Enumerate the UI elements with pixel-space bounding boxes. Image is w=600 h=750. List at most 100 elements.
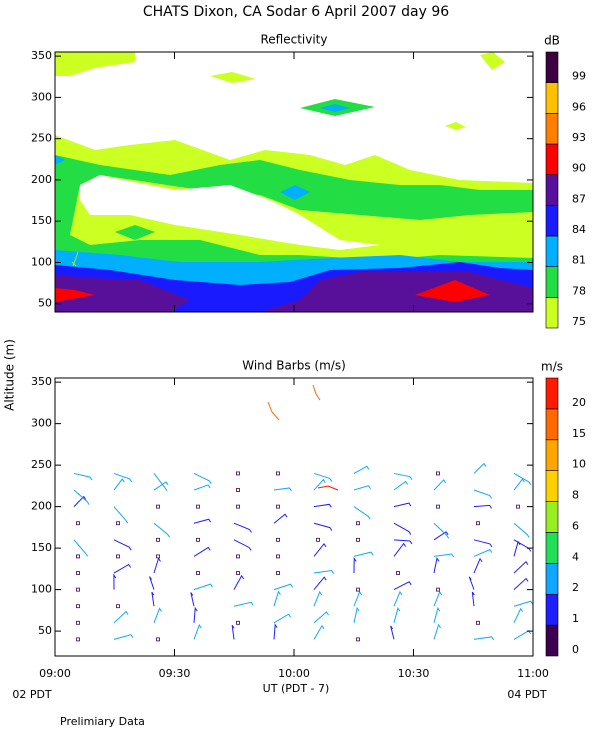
colorbar-tick-label: 81 xyxy=(572,254,586,267)
wind-barb xyxy=(233,522,252,533)
wind-barb xyxy=(473,549,493,557)
wind-barb xyxy=(471,591,475,607)
colorbar-box xyxy=(545,143,559,175)
wind-barb xyxy=(113,478,125,491)
colorbar-tick-label: 78 xyxy=(572,284,586,297)
colorbar-box xyxy=(545,532,559,564)
wind-barb xyxy=(73,495,87,507)
wind-barb xyxy=(473,504,493,509)
y-tick-label: 200 xyxy=(31,500,52,513)
calm-marker xyxy=(476,620,480,625)
colorbar-tick-label: 90 xyxy=(572,162,586,175)
colorbar-box xyxy=(545,470,559,502)
wind-barb xyxy=(390,625,395,640)
colorbar-tick-label: 15 xyxy=(572,427,586,440)
x-end-note: 04 PDT xyxy=(507,688,547,701)
footnote: Prelimiary Data xyxy=(60,715,145,728)
wind-barb xyxy=(193,623,202,640)
wind-barb xyxy=(273,513,288,524)
wind-barb xyxy=(190,592,195,607)
colorbar-box xyxy=(545,205,559,237)
wind-barb xyxy=(433,479,447,491)
wind-barb xyxy=(313,576,327,590)
contour-region xyxy=(320,104,350,112)
contour-region xyxy=(55,155,533,265)
calm-marker xyxy=(436,504,440,509)
y-tick-label: 150 xyxy=(31,214,52,227)
wind-barb xyxy=(433,557,440,574)
wind-barb xyxy=(353,465,370,474)
wind-barb xyxy=(193,518,212,524)
wind-barb xyxy=(513,600,534,607)
wind-barb xyxy=(468,576,475,590)
wind-barb xyxy=(153,522,170,538)
calm-marker xyxy=(196,571,200,575)
wind-barb xyxy=(353,551,374,557)
wind-barb xyxy=(393,502,412,508)
x-tick-label: 10:00 xyxy=(278,667,310,680)
colorbar-box xyxy=(545,266,559,298)
x-tick-label: 09:00 xyxy=(39,667,71,680)
colorbar-label: dB xyxy=(544,34,560,48)
wind-barb xyxy=(153,607,162,623)
wind-barb xyxy=(513,522,530,538)
wind-barb xyxy=(433,623,441,640)
wind-barb xyxy=(393,539,413,545)
contour-region xyxy=(55,155,65,165)
colorbar-box xyxy=(545,174,559,206)
wind-barb xyxy=(473,636,495,641)
wind-barb xyxy=(113,539,132,551)
x-tick-label: 11:00 xyxy=(517,667,549,680)
colorbar-box xyxy=(545,51,559,83)
wind-barb xyxy=(193,546,211,557)
colorbar-tick-label: 0 xyxy=(572,643,579,656)
wind-barb xyxy=(113,506,129,524)
calm-marker xyxy=(236,571,240,575)
wind-barb xyxy=(153,473,168,492)
wind-barb xyxy=(513,561,529,574)
colorbar-tick-label: 4 xyxy=(572,550,579,563)
wind-barb xyxy=(313,611,329,624)
colorbar-box xyxy=(545,439,559,471)
calm-marker xyxy=(476,521,480,526)
y-axis-label: Altitude (m) xyxy=(3,339,17,411)
calm-marker xyxy=(276,554,280,559)
colorbar-box xyxy=(545,501,559,533)
x-start-note: 02 PDT xyxy=(12,688,52,701)
colorbar-box xyxy=(545,297,559,329)
calm-marker xyxy=(196,537,200,542)
wind-barb xyxy=(273,623,278,640)
wind-barb xyxy=(353,485,371,491)
wind-barb xyxy=(73,539,89,557)
calm-marker xyxy=(276,537,280,542)
wind-barb xyxy=(193,606,198,623)
calm-marker xyxy=(156,637,160,642)
wind-barb xyxy=(313,624,325,640)
x-tick-label: 09:30 xyxy=(159,667,191,680)
contour-region xyxy=(55,275,190,312)
calm-marker xyxy=(236,471,240,476)
y-tick-label: 50 xyxy=(38,624,52,637)
wind-barb xyxy=(71,261,77,267)
calm-marker xyxy=(196,504,200,509)
contour-region xyxy=(115,225,155,240)
calm-marker xyxy=(76,620,80,625)
wind-barb xyxy=(393,472,413,480)
calm-marker xyxy=(396,571,400,575)
colorbar-tick-label: 10 xyxy=(572,458,586,471)
calm-marker xyxy=(116,521,120,526)
colorbar-box xyxy=(545,563,559,595)
calm-marker xyxy=(236,620,240,625)
wind-barb xyxy=(393,480,409,491)
wind-barb xyxy=(313,590,323,607)
colorbar-tick-label: 84 xyxy=(572,223,586,236)
wind-barb xyxy=(433,522,450,539)
wind-barb xyxy=(353,590,363,607)
calm-marker xyxy=(356,637,360,642)
y-tick-label: 150 xyxy=(31,541,52,554)
contour-region xyxy=(260,272,533,312)
calm-marker xyxy=(76,637,80,642)
wind-barb xyxy=(473,539,493,548)
wind-barb xyxy=(233,574,245,590)
